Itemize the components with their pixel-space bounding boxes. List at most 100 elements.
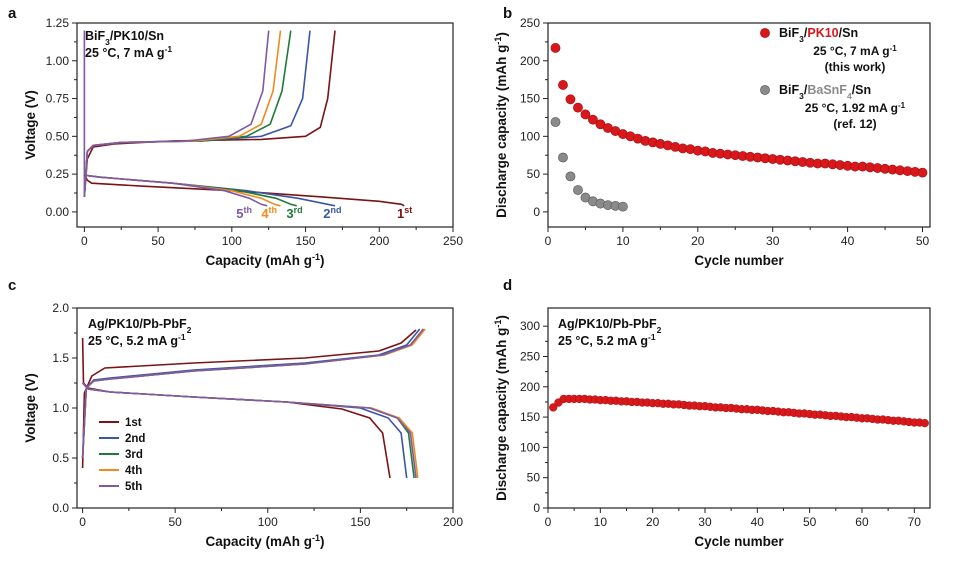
- data-point-basnf4: [565, 171, 576, 182]
- legend-text: BiF: [779, 26, 800, 40]
- data-point-pk10: [573, 102, 583, 113]
- x-tick-label: 100: [258, 515, 278, 529]
- x-axis-label: Cycle number: [694, 253, 784, 268]
- legend-text: /Sn: [852, 83, 871, 97]
- x-tick-label: 0: [79, 515, 86, 529]
- y-tick-label: 0.0: [52, 501, 69, 515]
- annotation-text: 25 °C, 5.2 mA g: [88, 334, 178, 348]
- cycle-label-suffix: rd: [294, 205, 303, 215]
- y-tick-label: 100: [520, 129, 540, 143]
- cycle-label-5th: 5th: [236, 205, 252, 221]
- annotation-text: BiF: [85, 29, 106, 43]
- discharge-curve-4th: [82, 382, 419, 479]
- panel-a: 0 50 100 150 200 250 0.00 0.25 0.50 0.75 1.00 1.25 a…: [8, 5, 463, 268]
- cycle-label-suffix: nd: [330, 205, 341, 215]
- x-axis-label-text: Capacity (mAh g: [205, 534, 312, 549]
- legend-sub: 3: [799, 91, 804, 101]
- panel-c: 0 50 100 150 200 0.0 0.5 1.0 1.5 2.0 c Capacity (mA…: [8, 277, 463, 549]
- data-point-pk10: [558, 80, 568, 90]
- legend-entry: BiF3/BaSnF4/Sn: [779, 83, 871, 101]
- data-point: [920, 419, 929, 428]
- annotation-sup: 1: [651, 332, 656, 342]
- y-tick-label: 0.00: [46, 205, 70, 219]
- y-axis-label: Voltage (V): [23, 373, 38, 443]
- legend-entry: BiF3/PK10/Sn: [779, 26, 858, 44]
- y-tick-label: 0.75: [46, 92, 70, 106]
- cycle-label-2nd: 2nd: [323, 205, 341, 221]
- x-axis-label: Capacity (mAh g-1): [205, 533, 324, 549]
- annotation-sup: -: [178, 332, 181, 342]
- cycle-label-1st: 1st: [397, 205, 412, 221]
- y-tick-label: 1.0: [52, 401, 69, 415]
- annotation-sub: 2: [657, 325, 662, 335]
- x-tick-label: 0: [545, 234, 552, 248]
- data-point-basnf4: [573, 185, 583, 195]
- annotation-line: Ag/PK10/Pb-PbF2: [558, 317, 662, 335]
- charge-curve-5th: [83, 30, 270, 197]
- data-point-pk10: [580, 109, 591, 120]
- annotation-sup: 1: [167, 44, 172, 54]
- y-tick-label: 50: [527, 471, 541, 485]
- y-tick-label: 0.25: [46, 167, 70, 181]
- discharge-curve-2nd: [82, 382, 408, 479]
- annotation-text: Ag/PK10/Pb-PbF: [88, 317, 187, 331]
- y-axis-label: Discharge capacity (mAh g-1): [493, 315, 509, 501]
- data-point-pk10: [550, 43, 561, 53]
- annotation-line: 25 °C, 5.2 mA g-1: [88, 332, 186, 348]
- panel-letter: b: [503, 5, 512, 22]
- cycle-label-4th: 4th: [261, 205, 277, 221]
- cycle-label-suffix: th: [269, 205, 278, 215]
- legend-label: 5th: [125, 481, 142, 493]
- x-tick-label: 20: [646, 515, 660, 529]
- x-tick-label: 150: [296, 234, 316, 248]
- discharge-curve-3rd: [82, 382, 415, 479]
- x-tick-label: 50: [151, 234, 165, 248]
- y-tick-label: 1.5: [52, 351, 69, 365]
- legend-text: /: [804, 26, 808, 40]
- legend-text: /: [804, 83, 808, 97]
- x-tick-label: 40: [751, 515, 765, 529]
- cycle-label-suffix: st: [404, 205, 412, 215]
- x-axis-label-text: Cycle number: [694, 534, 784, 549]
- cycle-label-suffix: th: [243, 205, 252, 215]
- y-axis-label-text: Discharge capacity (mAh g: [494, 328, 509, 501]
- charge-curve-5th: [81, 328, 425, 459]
- y-tick-label: 0: [533, 205, 540, 219]
- data-point-pk10: [565, 94, 576, 105]
- data-point-pk10: [588, 114, 598, 125]
- annotation-line: BiF3/PK10/Sn: [85, 29, 164, 47]
- x-tick-label: 30: [698, 515, 712, 529]
- y-axis-label-end: ): [494, 32, 509, 37]
- annotation-text: Ag/PK10/Pb-PbF: [558, 317, 657, 331]
- x-tick-label: 200: [443, 515, 463, 529]
- y-axis-label-text: Voltage (V): [23, 373, 38, 443]
- annotation-sub: 2: [187, 325, 192, 335]
- cycle-label-number: 2: [323, 206, 330, 221]
- x-axis-label: Cycle number: [694, 534, 784, 549]
- x-tick-label: 60: [855, 515, 869, 529]
- x-axis-label-sup: -1: [312, 533, 320, 543]
- legend-detail: 25 °C, 1.92 mA g-1: [805, 101, 906, 116]
- annotation-sup: -: [648, 332, 651, 342]
- legend-detail-sup: -: [898, 101, 901, 110]
- x-tick-label: 10: [616, 234, 630, 248]
- panel-b: 0 10 20 30 40 50 0 50 100 150 200 250 b Cycle number D…: [493, 5, 931, 268]
- plot-frame: [76, 22, 454, 228]
- legend-label: 1st: [125, 417, 142, 429]
- legend-label: 3rd: [125, 449, 143, 461]
- y-axis-label-text: Discharge capacity (mAh g: [494, 45, 509, 218]
- y-tick-label: 0.5: [52, 451, 69, 465]
- x-tick-label: 20: [691, 234, 705, 248]
- y-tick-label: 100: [520, 440, 540, 454]
- data-point-basnf4: [550, 117, 561, 127]
- cycle-label-number: 1: [397, 206, 404, 221]
- legend-marker: [760, 28, 770, 38]
- x-tick-label: 10: [594, 515, 608, 529]
- x-tick-label: 30: [766, 234, 780, 248]
- x-tick-label: 40: [841, 234, 855, 248]
- cycle-label-3rd: 3rd: [286, 205, 302, 221]
- legend-detail-sup: -: [890, 44, 893, 53]
- legend-highlight: BaSnF: [807, 83, 847, 97]
- legend-detail-text: (ref. 12): [833, 117, 876, 131]
